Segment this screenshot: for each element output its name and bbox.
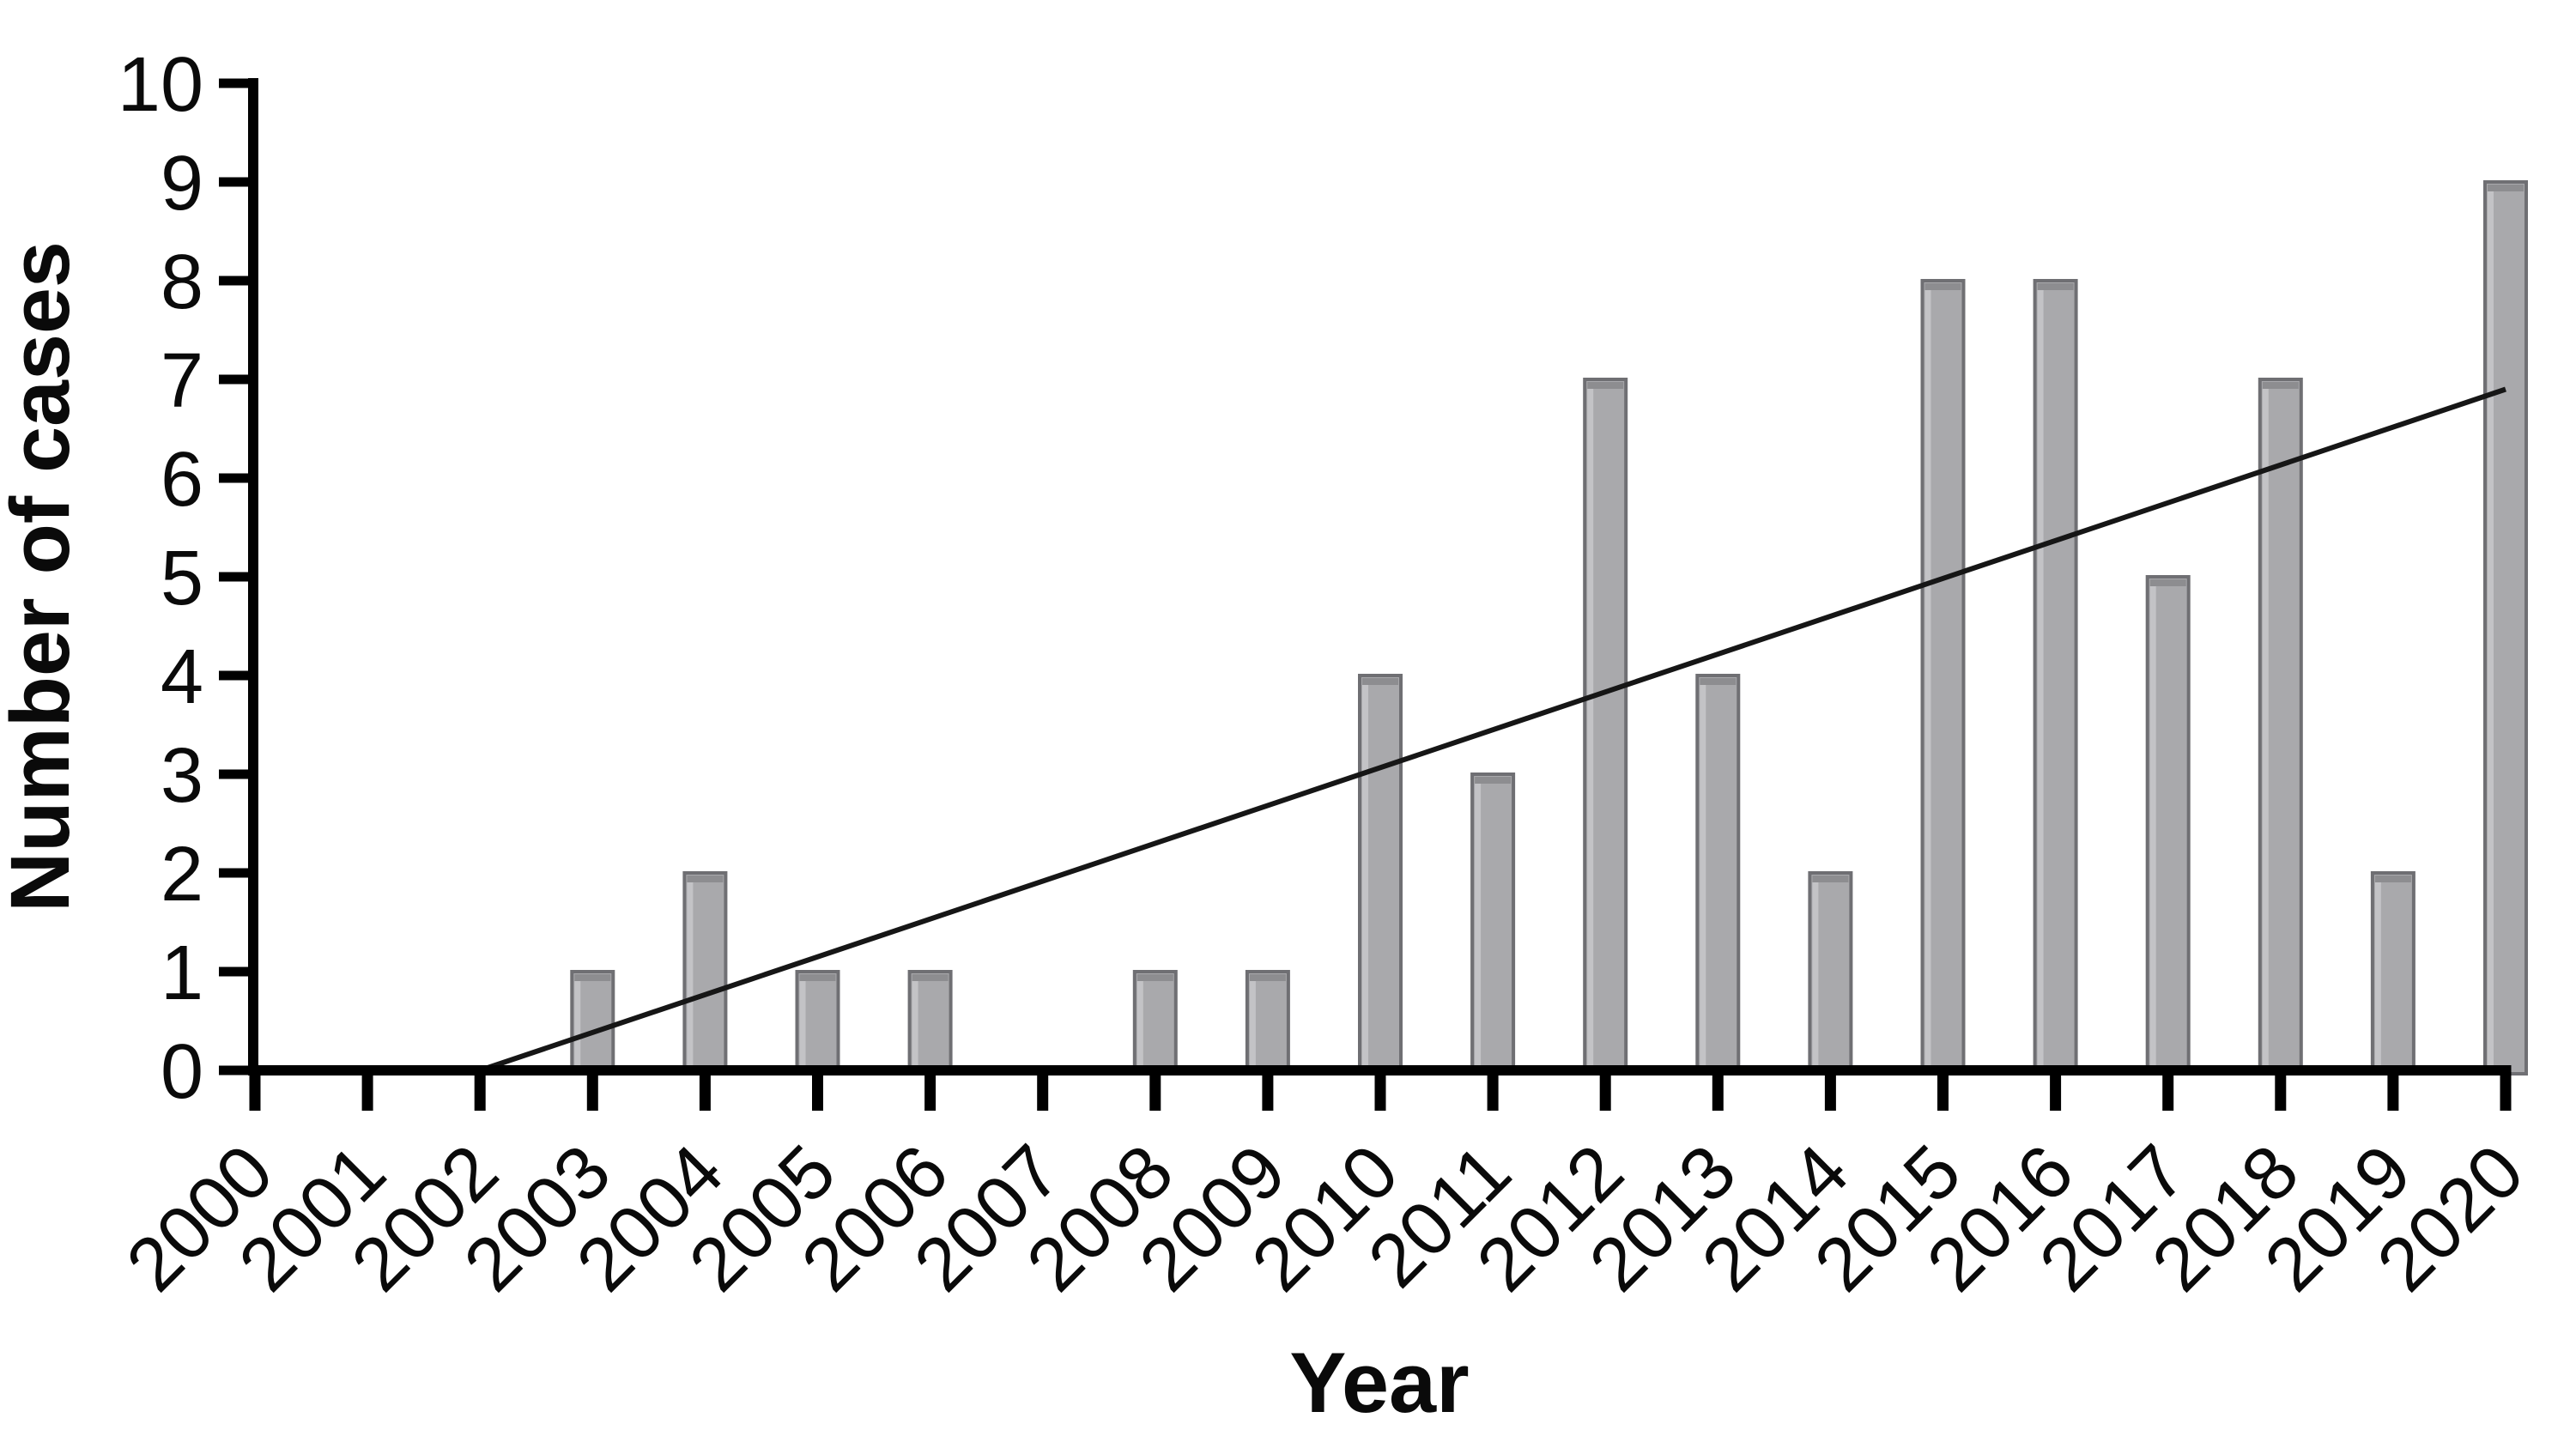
y-tick-label-4: 4 — [161, 634, 203, 720]
bar-2014 — [1808, 871, 1853, 1075]
bar-bevel-highlight — [1249, 974, 1256, 1069]
y-tick-label-6: 6 — [161, 437, 203, 523]
bar-bevel-shade — [1475, 777, 1512, 784]
bar-bevel-shade — [2488, 185, 2524, 191]
bar-bevel-highlight — [1475, 777, 1482, 1069]
bar-2004 — [682, 871, 728, 1075]
bar-bevel-highlight — [1924, 283, 1931, 1069]
bar-bevel-shade — [912, 974, 949, 981]
trend-line-group — [479, 386, 2506, 1073]
bar-bevel-highlight — [2262, 382, 2269, 1069]
bar-bevel-shade — [2037, 283, 2074, 290]
bar-2018 — [2258, 378, 2303, 1075]
bar-bevel-shade — [1587, 382, 1624, 389]
bar-bevel-shade — [1249, 974, 1286, 981]
y-tick-label-10: 10 — [118, 42, 203, 128]
bar-2015 — [1920, 279, 1966, 1075]
axes-group — [219, 78, 2512, 1111]
bar-bevel-shade — [1924, 283, 1961, 290]
bar-2019 — [2370, 871, 2415, 1075]
bar-bevel-highlight — [1700, 678, 1706, 1069]
bar-bevel-shade — [2262, 382, 2299, 389]
bar-2017 — [2145, 575, 2191, 1075]
y-axis-title: Number of cases — [0, 241, 87, 912]
bar-bevel-shade — [574, 974, 611, 981]
bar-2005 — [795, 970, 840, 1075]
bar-bevel-shade — [1136, 974, 1173, 981]
bar-2020 — [2483, 180, 2528, 1075]
bar-2009 — [1245, 970, 1290, 1075]
bar-bevel-highlight — [912, 974, 918, 1069]
bar-2010 — [1358, 674, 1403, 1075]
trend-line — [479, 386, 2506, 1073]
bar-bevel-highlight — [1812, 876, 1819, 1069]
bar-bevel-shade — [2149, 579, 2186, 586]
bar-bevel-shade — [1812, 876, 1849, 882]
bar-bevel-highlight — [2488, 185, 2494, 1069]
bar-bevel-shade — [1700, 678, 1737, 685]
y-tick-label-7: 7 — [161, 338, 203, 424]
y-tick-label-8: 8 — [161, 239, 203, 325]
bar-bevel-shade — [1362, 678, 1398, 685]
x-axis-title: Year — [1289, 1335, 1469, 1430]
bar-bevel-highlight — [574, 974, 581, 1069]
bar-bevel-shade — [687, 876, 724, 882]
y-tick-label-9: 9 — [161, 141, 203, 227]
y-tick-label-3: 3 — [161, 733, 203, 819]
y-tick-label-2: 2 — [161, 832, 203, 918]
bar-bevel-highlight — [1362, 678, 1368, 1069]
bar-bevel-highlight — [799, 974, 806, 1069]
bar-2008 — [1132, 970, 1178, 1075]
bar-2016 — [2033, 279, 2078, 1075]
y-tick-label-0: 0 — [161, 1029, 203, 1115]
bar-2006 — [907, 970, 953, 1075]
y-tick-label-1: 1 — [161, 930, 203, 1016]
bar-bevel-highlight — [1136, 974, 1143, 1069]
bar-2012 — [1583, 378, 1628, 1075]
bar-2003 — [570, 970, 615, 1075]
bar-bevel-shade — [2374, 876, 2411, 882]
y-tick-label-5: 5 — [161, 536, 203, 621]
bar-bevel-highlight — [2374, 876, 2381, 1069]
bar-bevel-highlight — [2037, 283, 2044, 1069]
bar-bevel-highlight — [687, 876, 694, 1069]
labels-group: 0123456789102000200120022003200420052006… — [0, 42, 2539, 1430]
bar-bevel-shade — [799, 974, 836, 981]
bar-2013 — [1695, 674, 1741, 1075]
bars-group — [570, 180, 2528, 1075]
bar-2011 — [1470, 773, 1516, 1075]
bar-bevel-highlight — [1587, 382, 1594, 1069]
bar-bevel-highlight — [2149, 579, 2156, 1069]
